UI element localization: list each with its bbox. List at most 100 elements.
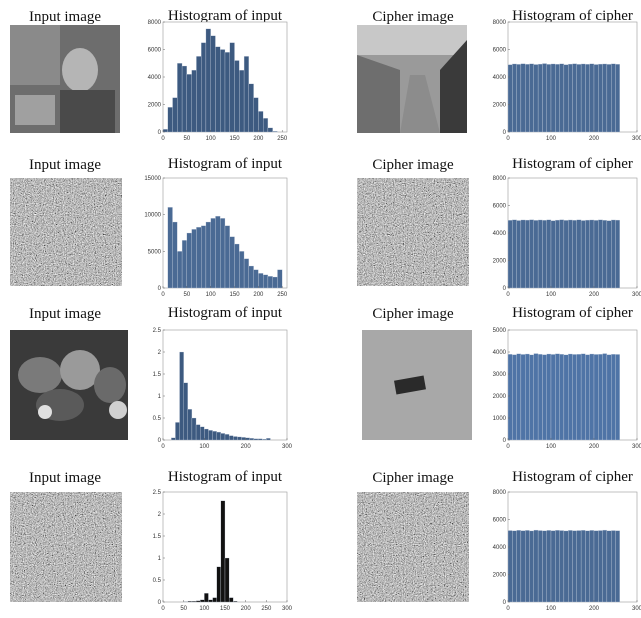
- image-label: Input image: [29, 470, 101, 486]
- bar: [594, 64, 598, 132]
- figure: Input image Cipher image Input image Cipher…: [0, 0, 641, 618]
- cipher-image: [357, 492, 469, 602]
- bar: [521, 354, 525, 440]
- bar: [273, 277, 278, 288]
- bar: [277, 270, 282, 288]
- bar: [538, 531, 542, 603]
- x-tick-label: 300: [632, 606, 641, 612]
- y-tick-label: 6000: [148, 48, 162, 54]
- bar: [607, 64, 611, 132]
- bar: [254, 98, 259, 132]
- bar: [182, 66, 187, 132]
- bar: [184, 383, 188, 440]
- x-tick-label: 50: [184, 292, 191, 298]
- image-label: Cipher image: [372, 306, 454, 322]
- bar: [538, 220, 542, 288]
- bar: [215, 47, 220, 132]
- bar: [225, 558, 229, 602]
- x-tick-label: 300: [632, 444, 641, 450]
- y-tick-label: 15000: [144, 176, 161, 182]
- cipher-image: [357, 178, 469, 286]
- bar: [177, 251, 182, 288]
- bar: [542, 64, 546, 132]
- y-tick-label: 1.5: [153, 372, 162, 378]
- bar: [585, 64, 589, 132]
- bar: [512, 220, 516, 288]
- y-tick-label: 2000: [148, 103, 162, 109]
- image-label: Cipher image: [372, 9, 454, 25]
- bar: [249, 84, 254, 132]
- bar: [560, 531, 564, 603]
- bar: [534, 220, 538, 288]
- x-tick-label: 250: [277, 292, 288, 298]
- bar: [577, 354, 581, 440]
- bar: [221, 501, 225, 602]
- bar: [585, 531, 589, 602]
- x-tick-label: 150: [230, 292, 241, 298]
- bar: [206, 222, 211, 288]
- bar: [521, 531, 525, 602]
- bar: [555, 64, 559, 132]
- bar: [598, 531, 602, 603]
- y-tick-label: 2000: [493, 103, 507, 109]
- bar: [525, 64, 529, 132]
- y-tick-label: 0.5: [153, 416, 162, 422]
- bar: [258, 273, 263, 288]
- x-tick-label: 100: [206, 136, 217, 142]
- bar: [555, 354, 559, 440]
- bar: [225, 226, 230, 288]
- image-label: Input image: [29, 9, 101, 25]
- bar: [581, 220, 585, 288]
- bar: [187, 74, 192, 132]
- bar: [555, 220, 559, 288]
- x-tick-label: 100: [199, 606, 210, 612]
- bar: [239, 70, 244, 132]
- y-tick-label: 10000: [144, 213, 161, 219]
- y-tick-label: 8000: [493, 490, 507, 496]
- bar: [196, 227, 201, 288]
- bar: [508, 354, 512, 440]
- bar: [538, 354, 542, 440]
- bar: [177, 63, 182, 132]
- bar: [263, 118, 268, 132]
- chart-title: Histogram of cipher: [512, 156, 633, 172]
- bar: [168, 207, 173, 288]
- bar: [208, 430, 212, 440]
- bar: [581, 530, 585, 602]
- bar: [560, 64, 564, 132]
- y-tick-label: 3000: [493, 372, 507, 378]
- y-tick-label: 4000: [493, 231, 507, 237]
- x-tick-label: 200: [253, 292, 264, 298]
- bar: [525, 354, 529, 440]
- bar: [568, 220, 572, 288]
- bar: [616, 531, 620, 602]
- photo-peppers: [10, 330, 128, 440]
- bar: [235, 244, 240, 288]
- bar: [538, 64, 542, 132]
- bar: [266, 438, 270, 440]
- x-tick-label: 300: [282, 606, 293, 612]
- bar: [573, 64, 577, 132]
- x-tick-label: 200: [241, 606, 252, 612]
- image-label: Input image: [29, 306, 101, 322]
- chart-title: Histogram of input: [168, 305, 283, 321]
- bar: [577, 64, 581, 132]
- bar: [590, 354, 594, 440]
- bar: [568, 354, 572, 440]
- bar: [204, 593, 208, 602]
- bar: [555, 530, 559, 602]
- image-label: Cipher image: [372, 157, 454, 173]
- bar: [187, 233, 192, 288]
- x-tick-label: 100: [546, 136, 557, 142]
- bar: [273, 131, 278, 132]
- y-tick-label: 2000: [493, 573, 507, 579]
- bar: [517, 530, 521, 602]
- bar: [603, 530, 607, 602]
- bar: [611, 354, 615, 440]
- bar: [211, 218, 216, 288]
- bar: [229, 598, 233, 602]
- bar: [590, 64, 594, 132]
- bar: [220, 50, 225, 133]
- bar: [239, 251, 244, 288]
- bar: [200, 427, 204, 440]
